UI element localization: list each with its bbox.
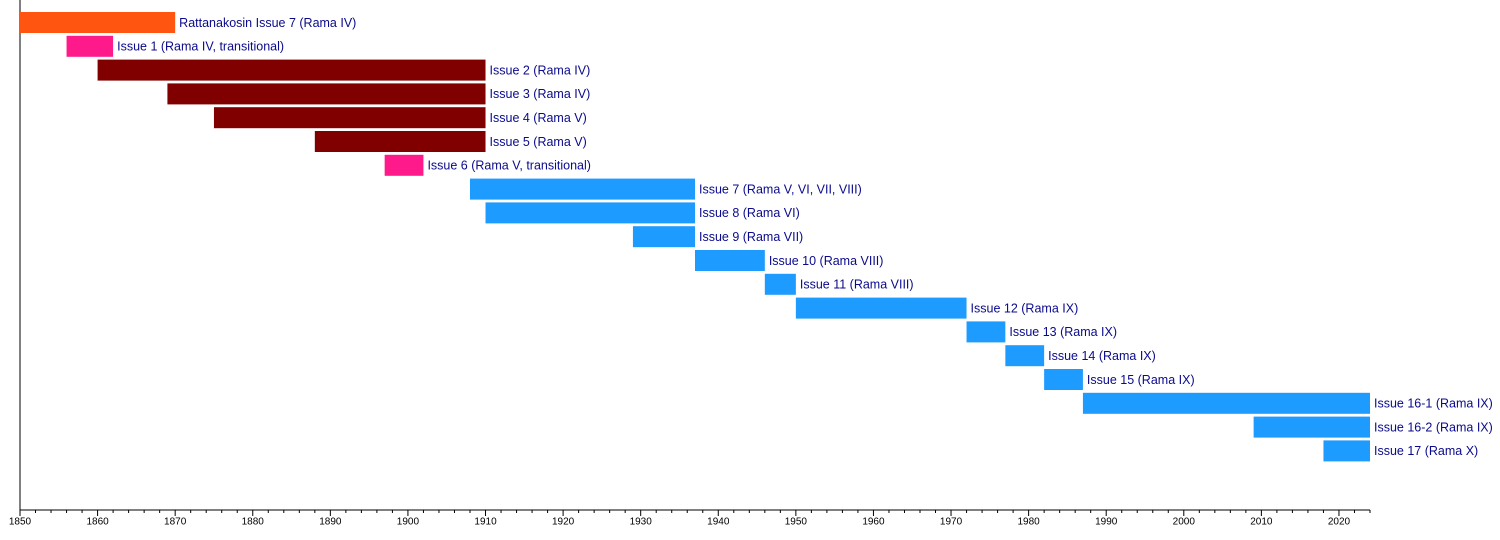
x-tick-label: 1890 [319,517,342,528]
bar [795,297,967,319]
bar-label: Rattanakosin Issue 7 (Rama IV) [179,16,356,30]
bar [1005,345,1045,367]
x-tick-label: 1970 [940,517,963,528]
bar-label: Issue 11 (Rama VIII) [800,278,914,292]
bar [695,250,765,271]
bar-label: Issue 9 (Rama VII) [699,230,803,244]
bar [20,12,176,33]
x-tick-label: 2020 [1328,517,1351,528]
x-tick-label: 1980 [1017,517,1040,528]
bar-label: Issue 17 (Rama X) [1374,444,1478,458]
bar-label: Issue 16-1 (Rama IX) [1374,397,1493,411]
bar [167,83,486,105]
x-tick-label: 1880 [242,517,265,528]
bar [66,35,114,57]
bar-label: Issue 12 (Rama IX) [971,301,1079,315]
bar-label: Issue 8 (Rama VI) [699,206,800,220]
bar [384,154,424,176]
x-tick-label: 1870 [164,517,187,528]
bar [470,178,695,200]
bar-label: Issue 2 (Rama IV) [490,63,591,77]
bar [97,59,486,81]
bar [966,321,1006,343]
bar-label: Issue 15 (Rama IX) [1087,373,1195,387]
bar-label: Issue 3 (Rama IV) [490,87,591,101]
bar [213,107,486,129]
bar [314,131,486,152]
x-tick-label: 1930 [630,517,653,528]
x-tick-label: 1960 [862,517,885,528]
x-tick-label: 2000 [1173,517,1196,528]
bar-label: Issue 16-2 (Rama IX) [1374,420,1493,434]
bar [764,273,796,295]
x-tick-label: 1950 [785,517,808,528]
x-tick-label: 1850 [9,517,32,528]
bar-label: Issue 14 (Rama IX) [1048,349,1156,363]
bar [1082,392,1370,414]
bar [1323,440,1370,462]
x-tick-label: 1910 [474,517,497,528]
bar-label: Issue 6 (Rama V, transitional) [427,159,591,173]
bar-label: Issue 13 (Rama IX) [1009,325,1117,339]
x-tick-label: 1900 [397,517,420,528]
bar [485,202,695,224]
bar-label: Issue 10 (Rama VIII) [769,254,884,268]
x-tick-label: 1860 [86,517,109,528]
bar-label: Issue 1 (Rama IV, transitional) [117,40,284,54]
x-tick-label: 1940 [707,517,730,528]
bar [632,226,695,248]
bar-label: Issue 5 (Rama V) [490,135,587,149]
x-tick-label: 1920 [552,517,575,528]
bar-label: Issue 7 (Rama V, VI, VII, VIII) [699,182,862,196]
x-tick-label: 2010 [1250,517,1273,528]
x-tick-label: 1990 [1095,517,1118,528]
bar [1044,369,1083,390]
bar-label: Issue 4 (Rama V) [490,111,587,125]
bar [1253,416,1370,438]
